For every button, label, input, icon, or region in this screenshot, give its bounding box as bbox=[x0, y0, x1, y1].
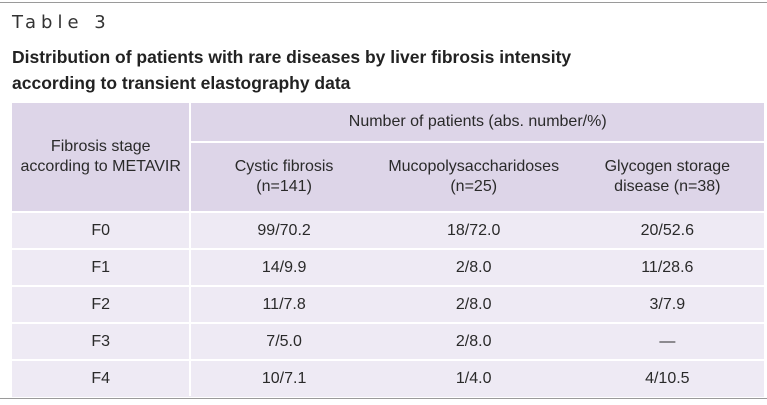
data-table: Fibrosis stage according to METAVIR Numb… bbox=[12, 103, 764, 396]
header-cystic-fibrosis-line1: Cystic fibrosis bbox=[234, 158, 334, 175]
value-cell: 10/7.1 bbox=[190, 359, 377, 396]
value-cell: 3/7.9 bbox=[570, 285, 764, 323]
value-cell: 14/9.9 bbox=[190, 248, 377, 286]
header-cystic-fibrosis-line2: (n=141) bbox=[256, 178, 312, 195]
header-cystic-fibrosis: Cystic fibrosis (n=141) bbox=[190, 142, 377, 212]
value-cell: 2/8.0 bbox=[376, 285, 571, 323]
stage-cell: F2 bbox=[12, 285, 192, 323]
header-fibrosis-stage-line1: Fibrosis stage bbox=[50, 138, 151, 155]
value-cell: 99/70.2 bbox=[190, 211, 377, 249]
header-glycogen-storage-disease: Glycogen storage disease (n=38) bbox=[570, 142, 764, 212]
header-fibrosis-stage: Fibrosis stage according to METAVIR bbox=[12, 103, 192, 212]
value-cell: 7/5.0 bbox=[190, 322, 377, 360]
value-cell: 2/8.0 bbox=[376, 248, 571, 286]
top-rule bbox=[0, 2, 767, 3]
header-mucopolysaccharidoses-line2: (n=25) bbox=[450, 178, 498, 195]
table-number: Table 3 bbox=[12, 12, 111, 33]
header-glycogen-storage-line1: Glycogen storage bbox=[604, 158, 731, 175]
value-cell: 4/10.5 bbox=[570, 359, 764, 396]
header-group-number-of-patients: Number of patients (abs. number/%) bbox=[190, 103, 764, 143]
header-fibrosis-stage-line2: according to METAVIR bbox=[20, 158, 181, 175]
table-row: F0 99/70.2 18/72.0 20/52.6 bbox=[12, 211, 764, 249]
stage-cell: F0 bbox=[12, 211, 192, 249]
stage-cell: F4 bbox=[12, 359, 192, 396]
value-cell: 11/28.6 bbox=[570, 248, 764, 286]
value-cell: — bbox=[570, 322, 764, 360]
bottom-rule bbox=[0, 398, 767, 399]
stage-cell: F1 bbox=[12, 248, 192, 286]
value-cell: 20/52.6 bbox=[570, 211, 764, 249]
value-cell: 1/4.0 bbox=[376, 359, 571, 396]
value-cell: 11/7.8 bbox=[190, 285, 377, 323]
table-row: F3 7/5.0 2/8.0 — bbox=[12, 322, 764, 360]
stage-cell: F3 bbox=[12, 322, 192, 360]
value-cell: 2/8.0 bbox=[376, 322, 571, 360]
caption-line-1: Distribution of patients with rare disea… bbox=[12, 47, 572, 67]
table-row: F1 14/9.9 2/8.0 11/28.6 bbox=[12, 248, 764, 286]
table-row: F2 11/7.8 2/8.0 3/7.9 bbox=[12, 285, 764, 323]
data-table-container: Fibrosis stage according to METAVIR Numb… bbox=[12, 103, 764, 397]
header-glycogen-storage-line2: disease (n=38) bbox=[614, 178, 721, 195]
header-mucopolysaccharidoses-line1: Mucopolysaccharidoses bbox=[388, 158, 560, 175]
caption-line-2: according to transient elastography data bbox=[12, 73, 351, 93]
value-cell: 18/72.0 bbox=[376, 211, 571, 249]
table-caption: Distribution of patients with rare disea… bbox=[12, 44, 752, 96]
header-mucopolysaccharidoses: Mucopolysaccharidoses (n=25) bbox=[376, 142, 571, 212]
table-row: F4 10/7.1 1/4.0 4/10.5 bbox=[12, 359, 764, 396]
